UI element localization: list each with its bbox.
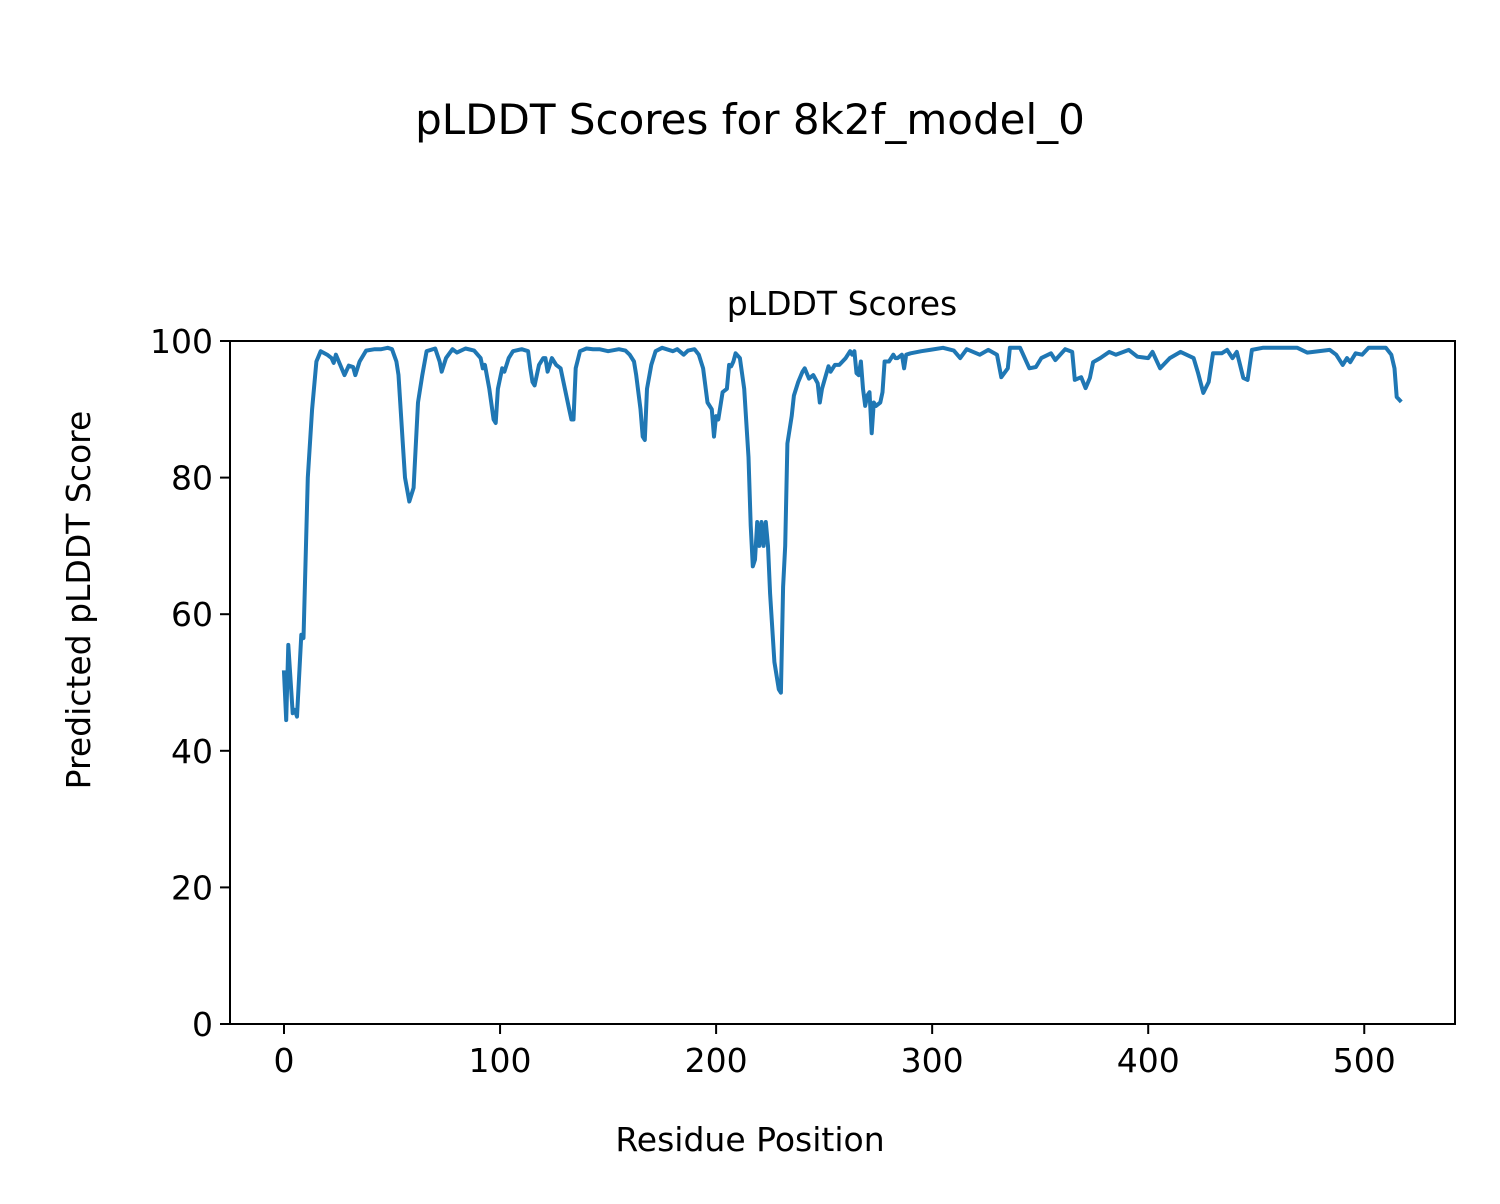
x-tick-label: 0 [274,1041,295,1080]
plot-frame [229,340,1456,1025]
y-tick-label: 80 [171,459,213,498]
y-tick-label: 40 [171,732,213,771]
y-tick-label: 20 [171,868,213,907]
y-axis-label: Predicted pLDDT Score [59,411,98,790]
axes-title: pLDDT Scores [727,284,957,323]
x-tick-label: 300 [901,1041,964,1080]
x-tick-label: 100 [469,1041,532,1080]
y-tick-label: 0 [192,1005,213,1044]
y-tick-label: 60 [171,595,213,634]
y-tick-label: 100 [150,322,213,361]
x-axis-label: Residue Position [615,1120,884,1159]
series-line-pldtt [281,345,1403,723]
x-tick-label: 200 [685,1041,748,1080]
figure-title: pLDDT Scores for 8k2f_model_0 [415,95,1085,144]
x-tick-label: 400 [1117,1041,1180,1080]
x-tick-label: 500 [1333,1041,1396,1080]
